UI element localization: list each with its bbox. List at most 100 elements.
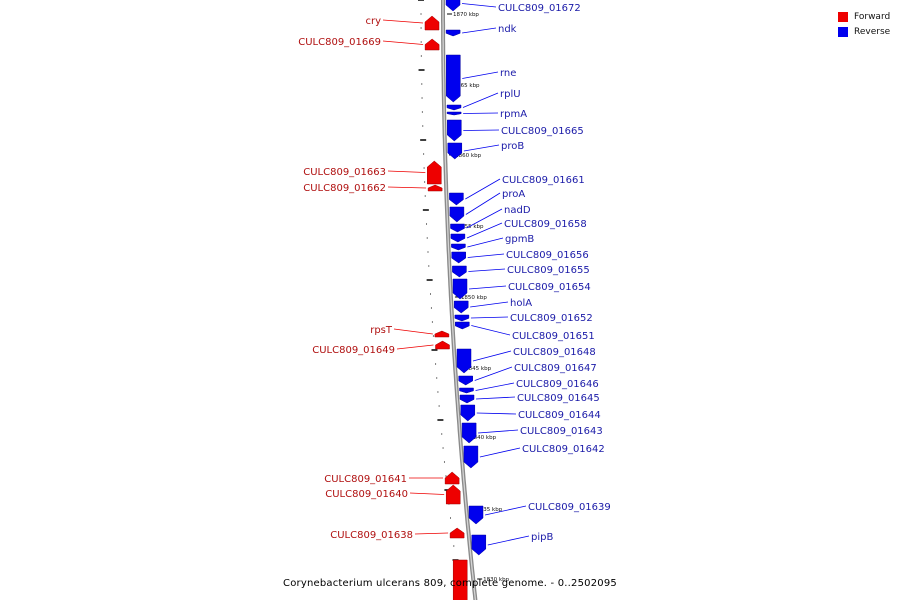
forward-gene-label: rpsT xyxy=(370,325,393,336)
reverse-gene-arrow xyxy=(452,265,467,278)
reverse-gene-leader xyxy=(465,178,501,200)
reverse-gene-label: nadD xyxy=(504,205,531,216)
reverse-gene-label: CULC809_01648 xyxy=(513,347,596,358)
reverse-gene-arrow xyxy=(455,321,470,330)
forward-gene-leader xyxy=(387,186,427,189)
forward-gene-label: CULC809_01641 xyxy=(324,474,407,485)
legend-label-forward: Forward xyxy=(854,11,891,22)
forward-gene-label: CULC809_01669 xyxy=(298,37,381,48)
reverse-gene-label: rplU xyxy=(500,89,521,100)
forward-gene-leader xyxy=(382,19,424,24)
reverse-gene-label: proA xyxy=(502,189,525,200)
scale-label: 1870 kbp xyxy=(453,12,479,18)
reverse-gene-label: gpmB xyxy=(505,234,534,245)
reverse-gene-label: CULC809_01656 xyxy=(506,250,589,261)
reverse-gene-leader xyxy=(476,412,517,415)
scale-label: 1840 kbp xyxy=(470,435,496,441)
legend-item-forward: Forward xyxy=(838,9,890,24)
reverse-gene-label: rpmA xyxy=(500,109,527,120)
reverse-gene-label: CULC809_01639 xyxy=(528,502,611,513)
reverse-gene-label: ndk xyxy=(498,24,517,35)
reverse-gene-leader xyxy=(461,3,497,8)
forward-gene-leader xyxy=(414,532,449,535)
forward-gene-arrow xyxy=(445,484,461,505)
forward-gene-leader xyxy=(382,40,424,45)
reverse-gene-arrow xyxy=(445,29,461,37)
reverse-gene-label: CULC809_01644 xyxy=(518,410,601,421)
legend: Forward Reverse xyxy=(838,9,890,39)
reverse-gene-label: holA xyxy=(510,298,532,309)
forward-gene-arrow xyxy=(424,38,440,51)
reverse-gene-leader xyxy=(463,129,500,131)
reverse-gene-arrow xyxy=(446,111,462,116)
reverse-gene-leader xyxy=(487,535,530,546)
reverse-gene-leader xyxy=(467,237,504,248)
scale-label: 1845 kbp xyxy=(465,366,491,372)
reverse-gene-arrow xyxy=(459,394,475,404)
reverse-gene-label: pipB xyxy=(531,532,553,543)
reverse-gene-label: CULC809_01655 xyxy=(507,265,590,276)
reverse-gene-label: CULC809_01647 xyxy=(514,363,597,374)
reverse-gene-leader xyxy=(478,429,519,434)
reverse-gene-leader xyxy=(462,71,499,79)
reverse-gene-arrow xyxy=(459,387,474,394)
forward-gene-label: CULC809_01649 xyxy=(312,345,395,356)
reverse-gene-arrow xyxy=(460,404,476,422)
reverse-gene-arrow xyxy=(452,278,468,300)
reverse-gene-label: CULC809_01672 xyxy=(498,3,581,14)
reverse-gene-leader xyxy=(470,301,509,308)
reverse-gene-leader xyxy=(470,316,509,319)
scale-label: 1850 kbp xyxy=(461,295,487,301)
forward-gene-arrow xyxy=(427,160,442,185)
forward-gene-label: CULC809_01662 xyxy=(303,183,386,194)
reverse-gene-label: CULC809_01646 xyxy=(516,379,599,390)
forward-gene-leader xyxy=(396,344,434,350)
reverse-gene-arrow xyxy=(446,104,462,111)
reverse-gene-arrow xyxy=(451,251,466,264)
reverse-gene-leader xyxy=(479,447,521,458)
forward-gene-arrow xyxy=(434,330,450,338)
reverse-gene-arrow xyxy=(461,422,477,444)
forward-gene-arrow xyxy=(424,15,440,31)
reverse-gene-leader xyxy=(466,222,503,239)
reverse-gene-label: CULC809_01643 xyxy=(520,426,603,437)
reverse-gene-leader xyxy=(463,144,500,152)
scale-label: 1860 kbp xyxy=(455,153,481,159)
reverse-gene-leader xyxy=(474,366,513,381)
reverse-gene-arrow xyxy=(447,142,463,160)
forward-gene-label: CULC809_01663 xyxy=(303,167,386,178)
reverse-gene-arrow xyxy=(454,314,470,322)
reverse-gene-label: proB xyxy=(501,141,524,152)
reverse-gene-leader xyxy=(462,27,497,34)
reverse-gene-leader xyxy=(471,325,511,336)
scale-label: 1865 kbp xyxy=(454,83,480,89)
forward-gene-label: cry xyxy=(365,16,381,27)
scale-label: 1855 kbp xyxy=(458,224,484,230)
reverse-gene-label: CULC809_01652 xyxy=(510,313,593,324)
reverse-gene-label: CULC809_01654 xyxy=(508,282,591,293)
legend-item-reverse: Reverse xyxy=(838,24,890,39)
legend-swatch-forward xyxy=(838,11,848,22)
reverse-gene-label: CULC809_01665 xyxy=(501,126,584,137)
reverse-gene-label: CULC809_01658 xyxy=(504,219,587,230)
reverse-gene-arrow xyxy=(451,243,466,251)
forward-gene-arrow xyxy=(435,340,450,350)
reverse-gene-leader xyxy=(463,112,499,114)
reverse-gene-arrow xyxy=(468,505,484,525)
genome-caption: Corynebacterium ulcerans 809, complete g… xyxy=(283,578,617,589)
reverse-gene-arrow xyxy=(456,348,472,374)
reverse-gene-label: rne xyxy=(500,68,516,79)
reverse-gene-arrow xyxy=(450,233,466,243)
reverse-gene-leader xyxy=(465,192,501,215)
legend-label-reverse: Reverse xyxy=(854,26,891,37)
reverse-gene-arrow xyxy=(449,206,465,223)
reverse-gene-arrow xyxy=(449,192,464,206)
scale-label: 1830 kbp xyxy=(483,577,509,583)
reverse-gene-arrow xyxy=(471,534,487,556)
forward-gene-arrow xyxy=(444,471,460,485)
legend-swatch-reverse xyxy=(838,26,848,37)
forward-gene-leader xyxy=(409,492,445,495)
chromosome-backbone-highlight xyxy=(442,0,477,600)
forward-gene-arrow xyxy=(449,527,465,539)
